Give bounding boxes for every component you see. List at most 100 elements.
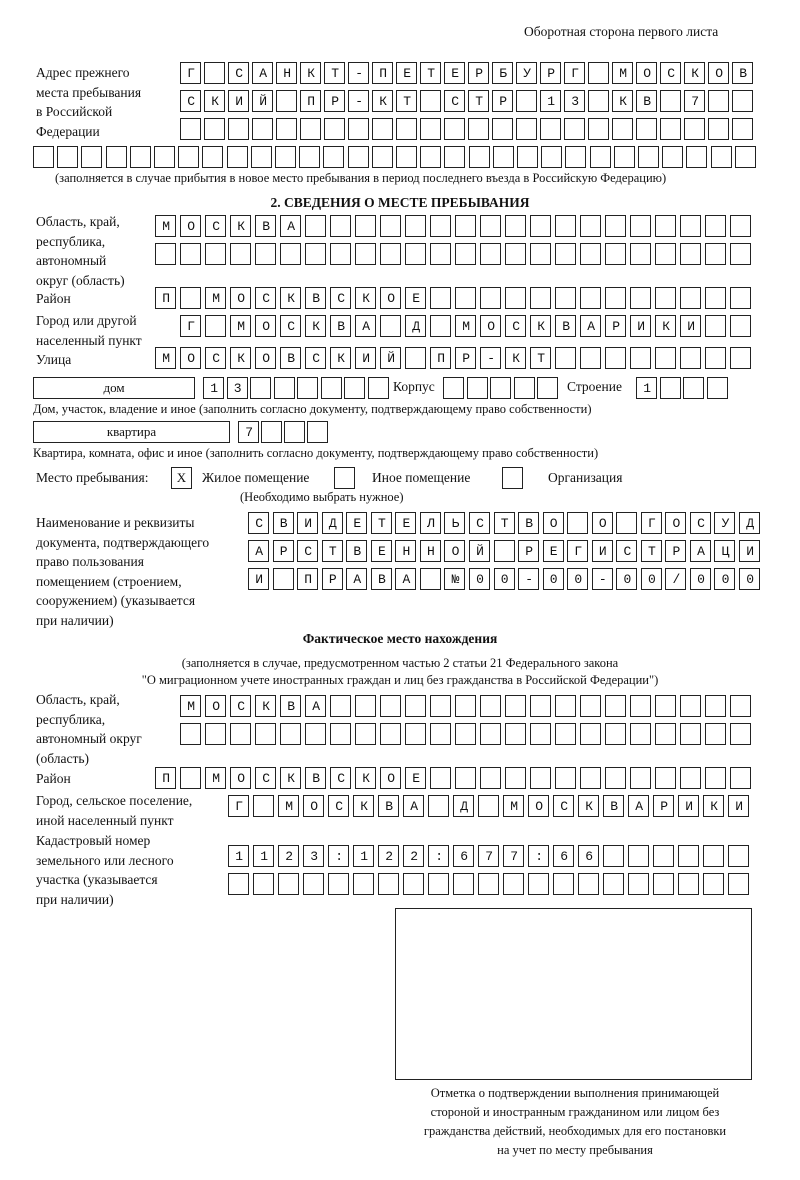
- char-cell[interactable]: [380, 723, 401, 745]
- char-cell[interactable]: [330, 215, 351, 237]
- char-cell[interactable]: [630, 723, 651, 745]
- char-cell[interactable]: [680, 723, 701, 745]
- char-cell[interactable]: [591, 540, 613, 562]
- char-cell[interactable]: [468, 118, 489, 140]
- char-cell[interactable]: [605, 287, 626, 309]
- char-cell[interactable]: [230, 695, 251, 717]
- char-cell[interactable]: [680, 695, 701, 717]
- char-cell[interactable]: [580, 347, 601, 369]
- char-cell[interactable]: [355, 243, 376, 265]
- char-cell[interactable]: [480, 243, 501, 265]
- char-cell[interactable]: [555, 767, 576, 789]
- char-cell[interactable]: [518, 568, 540, 590]
- char-cell[interactable]: [505, 315, 526, 337]
- char-cell[interactable]: [542, 568, 564, 590]
- char-cell[interactable]: [567, 540, 589, 562]
- char-cell[interactable]: [528, 845, 549, 867]
- char-cell[interactable]: [455, 287, 476, 309]
- char-cell[interactable]: [347, 146, 369, 168]
- char-cell[interactable]: [567, 512, 589, 534]
- char-cell[interactable]: [380, 767, 401, 789]
- char-cell[interactable]: [203, 377, 224, 399]
- char-cell[interactable]: [612, 118, 633, 140]
- char-cell[interactable]: [355, 287, 376, 309]
- char-cell[interactable]: [346, 512, 368, 534]
- char-cell[interactable]: [630, 347, 651, 369]
- char-cell[interactable]: [542, 512, 564, 534]
- char-cell[interactable]: [555, 723, 576, 745]
- char-cell[interactable]: [405, 695, 426, 717]
- char-cell[interactable]: [640, 568, 662, 590]
- char-cell[interactable]: [250, 377, 271, 399]
- char-cell[interactable]: [564, 90, 585, 112]
- char-cell[interactable]: [297, 568, 319, 590]
- char-cell[interactable]: [530, 347, 551, 369]
- char-cell[interactable]: [280, 723, 301, 745]
- char-cell[interactable]: [653, 873, 674, 895]
- char-cell[interactable]: [228, 795, 249, 817]
- char-cell[interactable]: [580, 723, 601, 745]
- char-cell[interactable]: [305, 215, 326, 237]
- char-cell[interactable]: [603, 873, 624, 895]
- char-cell[interactable]: [330, 695, 351, 717]
- char-cell[interactable]: [305, 287, 326, 309]
- char-cell[interactable]: [430, 723, 451, 745]
- char-cell[interactable]: [228, 62, 249, 84]
- char-cell[interactable]: [278, 873, 299, 895]
- char-cell[interactable]: [730, 315, 751, 337]
- char-cell[interactable]: [403, 795, 424, 817]
- char-cell[interactable]: [516, 62, 537, 84]
- char-cell[interactable]: [530, 215, 551, 237]
- char-cell[interactable]: [396, 90, 417, 112]
- char-cell[interactable]: [490, 377, 511, 399]
- char-cell[interactable]: [455, 767, 476, 789]
- char-cell[interactable]: [591, 568, 613, 590]
- char-cell[interactable]: [732, 90, 753, 112]
- char-cell[interactable]: [492, 90, 513, 112]
- char-cell[interactable]: [588, 62, 609, 84]
- char-cell[interactable]: [730, 767, 751, 789]
- char-cell[interactable]: [480, 315, 501, 337]
- char-cell[interactable]: [730, 347, 751, 369]
- char-cell[interactable]: [405, 315, 426, 337]
- char-cell[interactable]: [480, 767, 501, 789]
- char-cell[interactable]: [655, 215, 676, 237]
- char-cell[interactable]: [505, 695, 526, 717]
- char-cell[interactable]: [428, 845, 449, 867]
- char-cell[interactable]: [255, 723, 276, 745]
- char-cell[interactable]: [33, 146, 54, 168]
- char-cell[interactable]: [588, 90, 609, 112]
- char-cell[interactable]: [180, 347, 201, 369]
- char-cell[interactable]: [273, 377, 295, 399]
- char-cell[interactable]: [255, 347, 276, 369]
- char-cell[interactable]: [276, 62, 297, 84]
- char-cell[interactable]: [430, 215, 451, 237]
- stay-option-organization-checkbox[interactable]: [502, 467, 523, 489]
- char-cell[interactable]: [355, 695, 376, 717]
- char-cell[interactable]: [299, 146, 321, 168]
- char-cell[interactable]: [605, 315, 626, 337]
- char-cell[interactable]: [655, 315, 676, 337]
- char-cell[interactable]: [228, 90, 249, 112]
- char-cell[interactable]: [430, 243, 451, 265]
- char-cell[interactable]: [248, 540, 269, 562]
- char-cell[interactable]: [678, 873, 699, 895]
- stay-option-residential-checkbox[interactable]: X: [171, 467, 192, 489]
- char-cell[interactable]: [478, 795, 499, 817]
- char-cell[interactable]: [204, 118, 225, 140]
- char-cell[interactable]: [505, 215, 526, 237]
- char-cell[interactable]: [205, 347, 226, 369]
- char-cell[interactable]: [430, 287, 451, 309]
- char-cell[interactable]: [630, 767, 651, 789]
- char-cell[interactable]: [280, 315, 301, 337]
- char-cell[interactable]: [330, 347, 351, 369]
- char-cell[interactable]: [321, 568, 343, 590]
- char-cell[interactable]: [453, 795, 474, 817]
- char-cell[interactable]: [305, 723, 326, 745]
- char-cell[interactable]: [703, 845, 724, 867]
- char-cell[interactable]: [728, 795, 749, 817]
- char-cell[interactable]: [255, 243, 276, 265]
- char-cell[interactable]: [280, 767, 301, 789]
- char-cell[interactable]: [662, 146, 684, 168]
- char-cell[interactable]: [530, 315, 551, 337]
